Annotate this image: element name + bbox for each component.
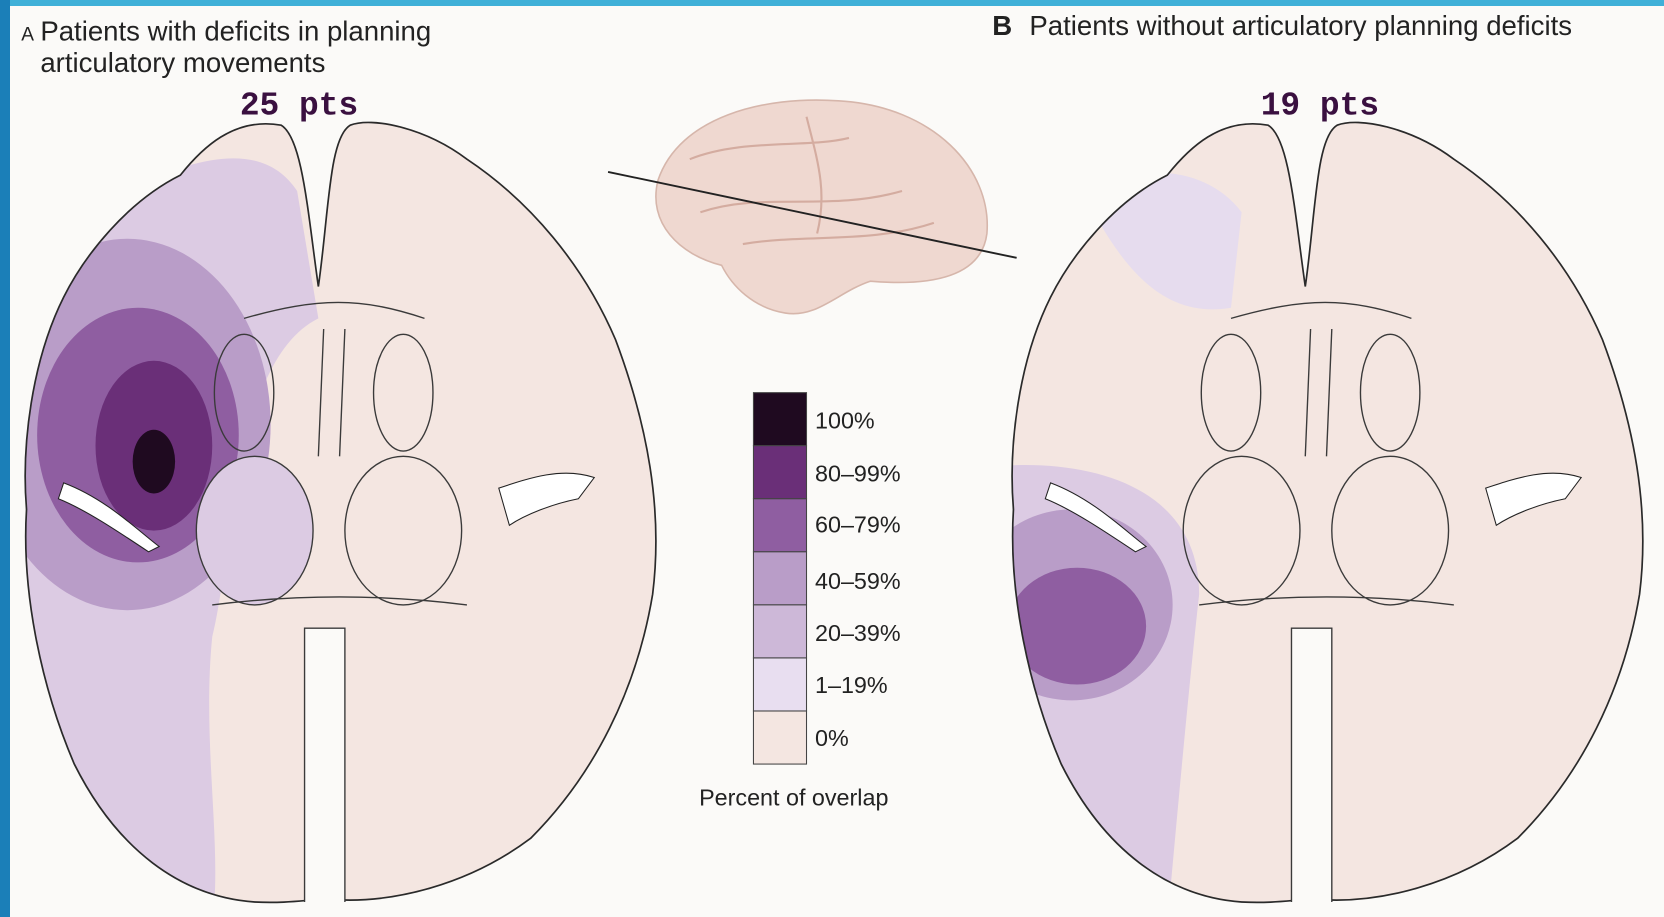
legend-label: 60–79% [815,512,901,538]
legend-label: 100% [815,408,875,434]
top-border [0,0,1664,6]
panel-letter: B [992,10,1012,41]
panel-title: Patients with deficits in planning [40,15,431,46]
legend-label: 1–19% [815,672,888,698]
legend-swatch [753,393,806,446]
left-border [0,0,10,917]
legend-title: Percent of overlap [699,784,888,810]
panel-title: Patients without articulatory planning d… [1029,10,1572,41]
panel-letter: A [21,24,34,45]
content: A Patients with deficits in planning art… [0,10,1643,917]
patient-count: 25 pts [240,88,358,125]
legend-label: 80–99% [815,461,901,487]
brain-slice-b [971,122,1643,917]
legend-swatch [753,711,806,764]
legend-label: 20–39% [815,620,901,646]
panel-title: articulatory movements [40,47,325,78]
legend-swatch [753,552,806,605]
legend-label: 0% [815,725,849,751]
lateral-brain [608,100,1017,314]
legend-swatch [753,446,806,499]
legend-swatch [753,658,806,711]
legend-swatch [753,499,806,552]
brain-slice-a [0,122,656,917]
legend-label: 40–59% [815,568,901,594]
legend: 100% 80–99% 60–79% 40–59% 20–39% 1–19% 0… [699,393,901,811]
page: A Patients with deficits in planning art… [0,0,1664,917]
patient-count: 19 pts [1261,88,1379,125]
figure: A Patients with deficits in planning art… [0,0,1664,917]
legend-swatch [753,605,806,658]
